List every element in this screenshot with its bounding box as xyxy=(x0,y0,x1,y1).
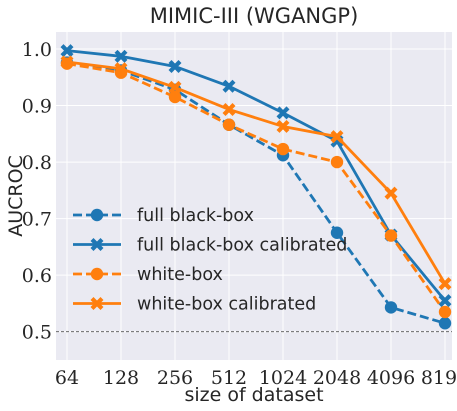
x-tick-label: 64 xyxy=(55,367,79,389)
data-point xyxy=(60,44,74,58)
tick-labels: 64 128 256 512 1024 2048 4096 8192 0.5 0.6 0.7 0.8 0… xyxy=(22,39,457,389)
x-tick-label: 8192 xyxy=(421,367,457,389)
series-line xyxy=(66,61,446,325)
y-tick-label: 0.7 xyxy=(22,209,52,231)
x-axis-label: size of dataset xyxy=(184,384,323,406)
x-tick-label: 256 xyxy=(157,367,193,389)
data-point xyxy=(438,277,452,291)
series-layer xyxy=(60,44,452,330)
data-point xyxy=(330,226,344,239)
legend-marker xyxy=(90,297,104,310)
data-point xyxy=(384,229,398,242)
y-tick-label: 0.9 xyxy=(22,96,52,118)
data-point xyxy=(60,55,74,69)
data-point xyxy=(276,119,290,133)
y-axis-label: AUCROC xyxy=(5,155,27,237)
legend-label: full black-box xyxy=(137,206,254,226)
x-tick-label: 2048 xyxy=(313,367,361,389)
x-tick-label: 1024 xyxy=(259,367,307,389)
data-point xyxy=(168,60,182,73)
series-line xyxy=(66,60,447,285)
y-tick-label: 0.5 xyxy=(22,322,52,344)
data-point xyxy=(330,155,344,169)
chart-title: MIMIC-III (WGANGP) xyxy=(150,4,359,28)
legend-marker xyxy=(90,238,104,251)
data-point xyxy=(168,80,182,94)
data-point xyxy=(276,106,290,120)
legend-label: white-box calibrated xyxy=(137,295,316,315)
series-line xyxy=(66,49,447,302)
legend-marker xyxy=(90,267,104,281)
series-line xyxy=(66,62,447,313)
x-tick-label: 4096 xyxy=(367,367,415,389)
legend-label: full black-box calibrated xyxy=(137,236,347,256)
data-point xyxy=(276,142,290,156)
data-point xyxy=(438,294,452,308)
data-point xyxy=(222,118,236,131)
data-point xyxy=(438,305,452,319)
y-tick-label: 1.0 xyxy=(22,39,52,61)
data-point xyxy=(438,317,452,330)
x-tick-label: 512 xyxy=(211,367,247,389)
series-4 xyxy=(60,55,452,291)
legend-marker xyxy=(90,208,104,222)
data-point xyxy=(384,186,398,200)
legend: full black-box full black-box calibrated w… xyxy=(73,206,347,315)
y-tick-label: 0.8 xyxy=(22,152,52,174)
x-tick-label: 128 xyxy=(103,367,139,389)
data-point xyxy=(384,301,398,314)
data-point xyxy=(222,79,236,93)
data-point xyxy=(114,49,128,63)
data-point xyxy=(330,130,344,144)
data-point xyxy=(222,102,236,116)
data-point xyxy=(114,62,128,76)
legend-label: white-box xyxy=(137,265,223,285)
data-point xyxy=(168,90,182,104)
y-tick-label: 0.6 xyxy=(22,265,52,287)
